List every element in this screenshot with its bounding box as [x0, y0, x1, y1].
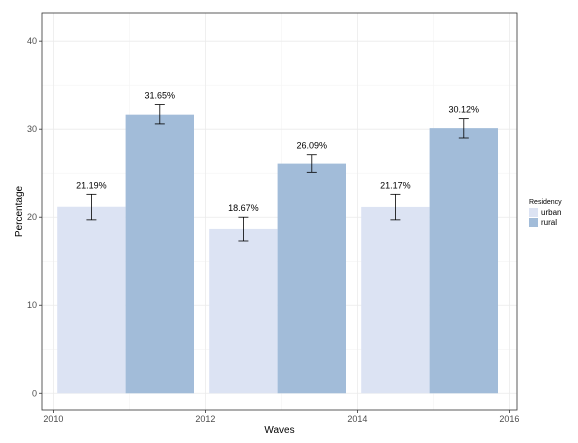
legend-key-urban — [529, 208, 538, 217]
x-tick-label: 2012 — [195, 414, 215, 424]
x-tick-label: 2014 — [347, 414, 367, 424]
error-bars — [86, 104, 469, 242]
y-tick-label: 30 — [27, 124, 37, 134]
panel-border — [41, 12, 518, 411]
y-tick-label: 40 — [27, 36, 37, 46]
data-label-urban: 21.17% — [380, 180, 411, 190]
data-label-rural: 26.09% — [297, 141, 328, 151]
x-axis-title: Waves — [264, 425, 294, 436]
x-tick-label: 2016 — [499, 414, 519, 424]
y-tick-label: 10 — [27, 300, 37, 310]
legend-label-urban: urban — [541, 208, 561, 217]
data-label-urban: 18.67% — [228, 203, 259, 213]
bar-rural — [429, 128, 498, 394]
legend-key-rural — [529, 218, 538, 227]
bar-urban — [57, 206, 126, 394]
axes: 0 10 20 30 40 2010 2012 2014 2016 — [27, 36, 519, 424]
data-label-rural: 31.65% — [145, 91, 176, 101]
bar-urban — [209, 228, 278, 394]
y-tick-label: 20 — [27, 212, 37, 222]
data-label-urban: 21.19% — [76, 180, 107, 190]
data-labels: 21.19% 18.67% 21.17% 31.65% 26.09% 30.12% — [76, 91, 479, 214]
bars — [57, 114, 498, 394]
bar-urban — [361, 206, 430, 394]
bar-rural — [277, 163, 346, 394]
x-tick-label: 2010 — [43, 414, 63, 424]
bar-rural — [125, 114, 194, 394]
legend-label-rural: rural — [541, 218, 557, 227]
y-tick-label: 0 — [32, 388, 37, 398]
legend-title: Residency — [529, 199, 562, 206]
data-label-rural: 30.12% — [449, 105, 480, 115]
y-axis-title: Percentage — [14, 185, 25, 237]
legend: Residency urban rural — [529, 199, 562, 227]
